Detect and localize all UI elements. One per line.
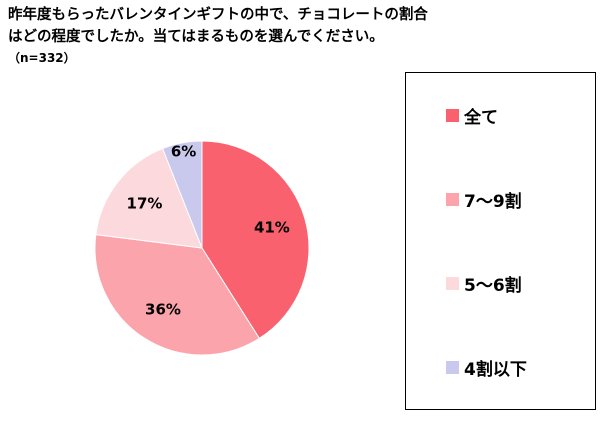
pie-slice-label: 36% <box>145 300 181 318</box>
pie-slice-0 <box>201 140 310 339</box>
chart-title: 昨年度もらったバレンタインギフトの中で、チョコレートの割合 はどの程度でしたか。… <box>8 5 428 67</box>
legend-item-7-9: 7～9割 <box>446 187 595 212</box>
legend-swatch-under-4 <box>446 360 459 374</box>
legend-swatch-7-9 <box>446 192 459 206</box>
pie-slice-label: 41% <box>254 219 290 237</box>
legend-item-all: 全て <box>446 103 595 128</box>
legend-item-under-4: 4割以下 <box>446 355 595 380</box>
legend-item-5-6: 5～6割 <box>446 271 595 296</box>
chart-title-line2: はどの程度でしたか。当てはまるものを選んでください。 <box>8 28 384 45</box>
legend: 全て 7～9割 5～6割 4割以下 <box>405 72 596 410</box>
pie-chart: 41% 36% 17% 6% <box>94 140 310 356</box>
pie-slice-label: 6% <box>171 142 196 160</box>
chart-title-line1: 昨年度もらったバレンタインギフトの中で、チョコレートの割合 <box>8 7 428 23</box>
legend-item-label: 7～9割 <box>464 191 522 212</box>
pie-slice-label: 17% <box>127 194 163 212</box>
sample-size-note: （n=332） <box>8 50 76 65</box>
legend-swatch-all <box>446 108 459 122</box>
legend-item-label: 5～6割 <box>464 275 522 296</box>
legend-item-label: 全て <box>464 107 498 128</box>
legend-item-label: 4割以下 <box>464 359 527 380</box>
pie-slice-3 <box>162 140 203 249</box>
pie-slice-2 <box>95 148 203 249</box>
pie-slice-1 <box>94 234 260 356</box>
legend-swatch-5-6 <box>446 276 459 290</box>
